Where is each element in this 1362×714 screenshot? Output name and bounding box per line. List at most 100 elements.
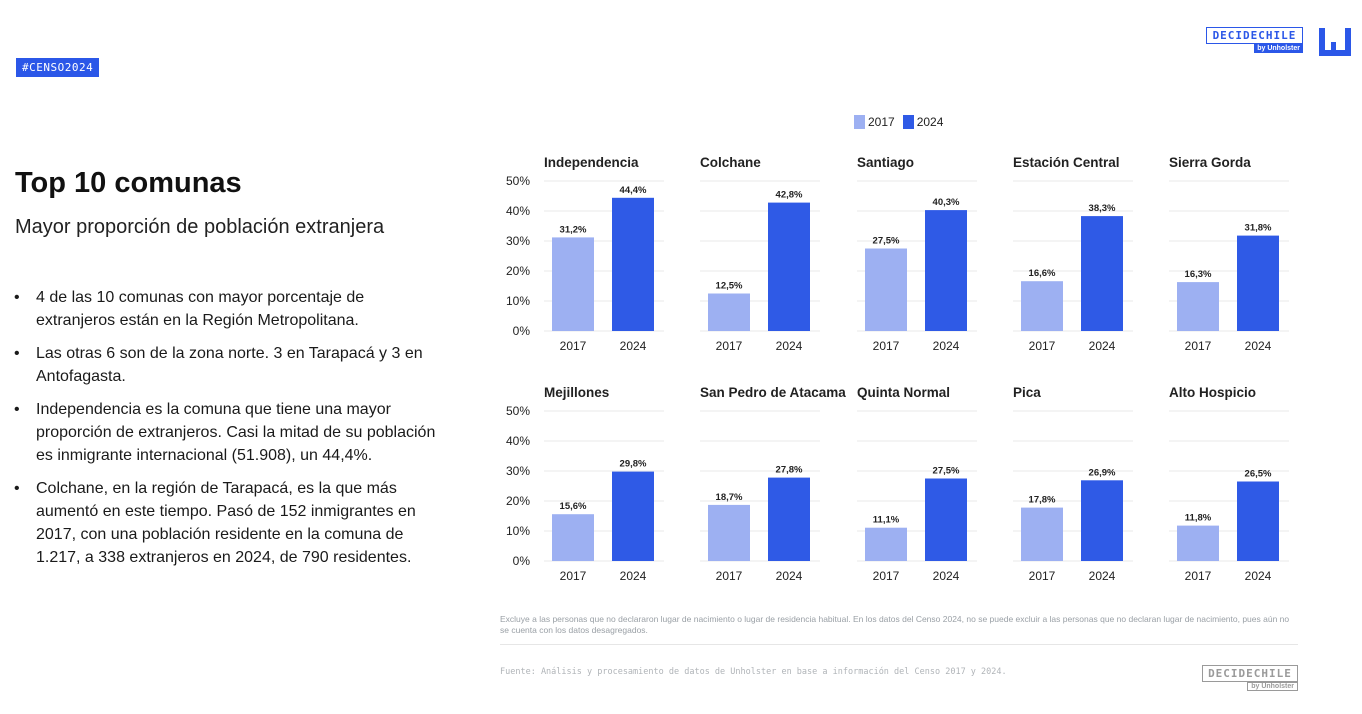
- panel-title: Alto Hospicio: [1169, 385, 1256, 400]
- bullet-item: • Colchane, en la región de Tarapacá, es …: [14, 480, 416, 566]
- x-tick-label: 2024: [620, 569, 647, 583]
- bar-2017: [708, 293, 750, 331]
- panel-title: Santiago: [857, 155, 914, 170]
- data-label: 31,8%: [1245, 223, 1272, 234]
- data-label: 29,8%: [620, 459, 647, 470]
- data-label: 40,3%: [933, 197, 960, 208]
- divider: [500, 644, 1298, 645]
- x-tick-label: 2024: [776, 339, 803, 353]
- x-tick-label: 2017: [1185, 569, 1212, 583]
- x-tick-label: 2017: [1185, 339, 1212, 353]
- x-tick-label: 2017: [1029, 339, 1056, 353]
- data-label: 31,2%: [560, 224, 587, 235]
- data-label: 12,5%: [716, 281, 743, 292]
- bullet-item: • Las otras 6 son de la zona norte. 3 en …: [14, 345, 423, 385]
- panel-title: Independencia: [544, 155, 639, 170]
- bullet-item: • Independencia es la comuna que tiene un…: [14, 401, 436, 464]
- x-tick-label: 2017: [873, 339, 900, 353]
- bar-2024: [1081, 216, 1123, 331]
- x-tick-label: 2024: [776, 569, 803, 583]
- panel-title: Colchane: [700, 155, 761, 170]
- x-tick-label: 2024: [1245, 339, 1272, 353]
- x-tick-label: 2024: [933, 339, 960, 353]
- bar-2024: [768, 477, 810, 561]
- x-tick-label: 2017: [1029, 569, 1056, 583]
- bullet-text: Las otras 6 son de la zona norte. 3 en T…: [36, 345, 423, 385]
- data-label: 16,6%: [1029, 268, 1056, 279]
- x-tick-label: 2017: [716, 339, 743, 353]
- footnote: Excluye a las personas que no declararon…: [500, 614, 1290, 635]
- y-tick-label: 30%: [506, 464, 530, 478]
- chart-legend: 2017 2024: [854, 115, 943, 129]
- bullet-text: 4 de las 10 comunas con mayor porcentaje…: [36, 289, 365, 329]
- bar-2024: [768, 202, 810, 331]
- bar-2024: [925, 478, 967, 561]
- unholster-logo-icon: [1319, 28, 1351, 56]
- x-tick-label: 2024: [1089, 339, 1116, 353]
- y-tick-label: 30%: [506, 234, 530, 248]
- brand-name: DECIDECHILE: [1206, 27, 1303, 44]
- panel-title: Estación Central: [1013, 155, 1120, 170]
- legend-label-2017: 2017: [868, 115, 895, 129]
- bar-2024: [925, 210, 967, 331]
- y-tick-label: 40%: [506, 204, 530, 218]
- bar-2024: [1081, 480, 1123, 561]
- bar-2024: [612, 471, 654, 561]
- panel-title: Pica: [1013, 385, 1041, 400]
- y-tick-label: 10%: [506, 294, 530, 308]
- legend-swatch-2024: [902, 115, 914, 129]
- legend-label-2024: 2024: [916, 115, 944, 129]
- legend-item-2024: 2024: [902, 115, 944, 129]
- bullet-text: Independencia es la comuna que tiene una…: [36, 401, 436, 464]
- y-tick-label: 0%: [513, 324, 531, 338]
- legend-item-2017: 2017: [854, 115, 895, 129]
- x-tick-label: 2024: [933, 569, 960, 583]
- panel-title: Sierra Gorda: [1169, 155, 1251, 170]
- y-tick-label: 20%: [506, 494, 530, 508]
- brand-logo: DECIDECHILE by Unholster: [1206, 27, 1303, 57]
- panel-title: San Pedro de Atacama: [700, 385, 846, 400]
- data-label: 15,6%: [560, 501, 587, 512]
- bullet-list: • 4 de las 10 comunas con mayor porcentaj…: [14, 286, 444, 579]
- data-label: 11,1%: [873, 515, 900, 526]
- y-tick-label: 40%: [506, 434, 530, 448]
- y-tick-label: 50%: [506, 404, 530, 418]
- data-label: 26,9%: [1089, 467, 1116, 478]
- bar-2024: [1237, 235, 1279, 331]
- hashtag-badge: #CENSO2024: [16, 58, 100, 77]
- x-tick-label: 2017: [560, 569, 587, 583]
- x-tick-label: 2017: [716, 569, 743, 583]
- bar-2017: [552, 514, 594, 561]
- footer-brand-logo: DECIDECHILE by Unholster: [1202, 665, 1298, 695]
- bar-2017: [1021, 507, 1063, 561]
- small-multiples-bar-chart: 0% 10% 20% 30% 40% 50% Independencia 31,2% 2017 4…: [506, 155, 1289, 583]
- x-tick-label: 2024: [620, 339, 647, 353]
- bullet-item: • 4 de las 10 comunas con mayor porcentaj…: [14, 289, 365, 329]
- data-label: 26,5%: [1245, 469, 1272, 480]
- footer-brand-by: by Unholster: [1247, 682, 1298, 691]
- source-note: Fuente: Análisis y procesamiento de dato…: [500, 667, 1007, 677]
- footer-brand-name: DECIDECHILE: [1202, 665, 1298, 682]
- data-label: 16,3%: [1185, 269, 1212, 280]
- panel-title: Mejillones: [544, 385, 609, 400]
- brand-by: by Unholster: [1254, 44, 1303, 53]
- bar-2017: [1177, 525, 1219, 561]
- data-label: 17,8%: [1029, 495, 1056, 506]
- bar-2017: [708, 504, 750, 561]
- legend-swatch-2017: [854, 115, 865, 129]
- x-tick-label: 2017: [873, 569, 900, 583]
- data-label: 42,8%: [776, 190, 803, 201]
- panel-title: Quinta Normal: [857, 385, 950, 400]
- y-tick-label: 20%: [506, 264, 530, 278]
- bar-2017: [1021, 281, 1063, 331]
- data-label: 11,8%: [1185, 513, 1212, 524]
- data-label: 38,3%: [1089, 203, 1116, 214]
- page-subtitle: Mayor proporción de población extranjera: [15, 216, 385, 238]
- data-label: 27,5%: [873, 236, 900, 247]
- bar-2017: [1177, 282, 1219, 331]
- data-label: 27,5%: [933, 466, 960, 477]
- page-title: Top 10 comunas: [15, 167, 242, 199]
- data-label: 18,7%: [716, 492, 743, 503]
- bar-2017: [552, 237, 594, 331]
- bar-2017: [865, 527, 907, 561]
